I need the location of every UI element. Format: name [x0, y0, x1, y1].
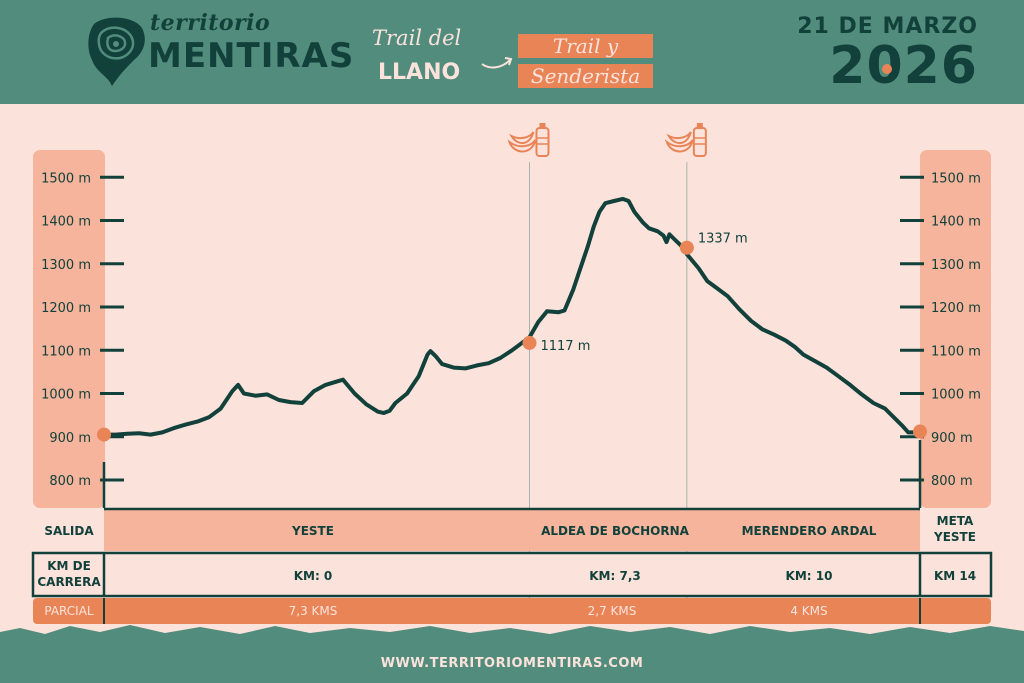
y-label-left-1400: 1400 m	[41, 215, 91, 230]
elevation-label-2: 1337 m	[698, 232, 748, 247]
race-name-1-line2: LLANO	[378, 60, 461, 85]
salida-cell	[33, 508, 105, 551]
elevation-profile-line	[102, 196, 922, 437]
y-label-left-1200: 1200 m	[41, 301, 91, 316]
elevation-marker-1	[522, 335, 537, 350]
y-label-right-1100: 1100 m	[931, 344, 981, 359]
km-value-7-3: KM: 7,3	[589, 569, 640, 583]
partial-value-3: 4 KMS	[790, 604, 827, 618]
elevation-label-1: 1117 m	[540, 339, 590, 354]
elevation-marker-2	[679, 240, 694, 255]
race-name-2-line2: Senderista	[518, 64, 653, 88]
brand-name: MENTIRAS	[148, 36, 355, 76]
y-label-left-1500: 1500 m	[41, 171, 91, 186]
checkpoint-label-aldea: ALDEA DE BOCHORNA	[541, 524, 690, 538]
y-label-left-1300: 1300 m	[41, 258, 91, 273]
logo-icon	[88, 17, 145, 86]
y-label-left-800: 800 m	[49, 474, 91, 489]
y-label-right-800: 800 m	[931, 474, 973, 489]
header-bar: territorio MENTIRAS Trail del LLANO Trai…	[0, 0, 1024, 104]
y-label-right-1300: 1300 m	[931, 258, 981, 273]
right-axis-panel	[920, 150, 991, 508]
partial-row-label: PARCIAL	[44, 604, 94, 618]
checkpoint-label-merendero: MERENDERO ARDAL	[742, 524, 877, 538]
y-label-right-1500: 1500 m	[931, 171, 981, 186]
checkpoint-label-yeste: YESTE	[291, 524, 334, 538]
meta-cell	[920, 508, 991, 551]
arrow-right-icon	[481, 57, 513, 69]
y-label-left-1100: 1100 m	[41, 344, 91, 359]
y-label-left-900: 900 m	[49, 431, 91, 446]
event-date: 21 DE MARZO	[797, 14, 978, 39]
y-label-right-900: 900 m	[931, 431, 973, 446]
km-value-14: KM 14	[934, 569, 976, 583]
race-name-2-line1: Trail y	[518, 34, 653, 58]
checkpoint-label-meta: META YESTE	[933, 514, 976, 544]
km-row-label: KM DE CARRERA	[37, 559, 101, 589]
left-axis-panel	[33, 150, 105, 508]
elevation-marker-0	[97, 427, 111, 442]
banana-bottle-icon	[664, 123, 707, 157]
race-name-1-line1: Trail del	[372, 26, 462, 50]
footer-mountains	[0, 625, 1024, 683]
checkpoint-label-salida: SALIDA	[44, 524, 94, 538]
km-row-box	[31, 551, 993, 598]
partial-row-band	[33, 598, 991, 624]
y-label-left-1000: 1000 m	[41, 388, 91, 403]
km-value-0: KM: 0	[294, 569, 333, 583]
y-label-right-1000: 1000 m	[931, 388, 981, 403]
km-value-10: KM: 10	[786, 569, 833, 583]
banana-bottle-icon	[507, 123, 550, 157]
partial-value-1: 7,3 KMS	[289, 604, 338, 618]
y-label-right-1200: 1200 m	[931, 301, 981, 316]
website-url: WWW.TERRITORIOMENTIRAS.COM	[380, 656, 644, 671]
elevation-marker-3	[913, 424, 927, 439]
brand-small-text: territorio	[150, 10, 271, 36]
event-year: 2026	[829, 36, 978, 96]
elevation-chart: 1500 m 1500 m 1400 m 1400 m 1300 m 1300 m 1200…	[0, 123, 1024, 683]
checkpoint-row-band	[104, 508, 920, 551]
year-dot-decoration	[882, 64, 892, 74]
partial-value-2: 2,7 KMS	[588, 604, 637, 618]
y-label-right-1400: 1400 m	[931, 215, 981, 230]
